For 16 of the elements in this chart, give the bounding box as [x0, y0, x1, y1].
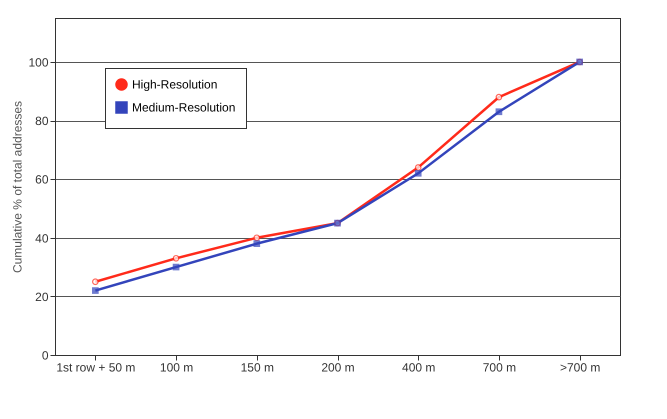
y-tick-label: 80 — [35, 114, 49, 128]
y-tick-label: 40 — [35, 231, 49, 246]
y-tick-label: 20 — [35, 290, 49, 304]
x-tick-label: >700 m — [560, 360, 600, 374]
x-tick-label: 150 m — [240, 360, 274, 374]
legend-label: Medium-Resolution — [132, 100, 236, 114]
y-tick-label: 100 — [28, 55, 49, 70]
x-tick-label: 400 m — [402, 360, 436, 374]
y-axis-title: Cumulative % of total addresses — [10, 100, 24, 274]
x-tick-label: 100 m — [160, 360, 194, 374]
legend-label: High-Resolution — [132, 78, 218, 92]
y-tick-label: 0 — [42, 348, 49, 362]
y-tick-label: 60 — [35, 172, 49, 187]
x-tick-label: 700 m — [482, 360, 516, 374]
x-tick-label: 1st row + 50 m — [56, 360, 136, 374]
x-tick-label: 200 m — [321, 360, 355, 374]
